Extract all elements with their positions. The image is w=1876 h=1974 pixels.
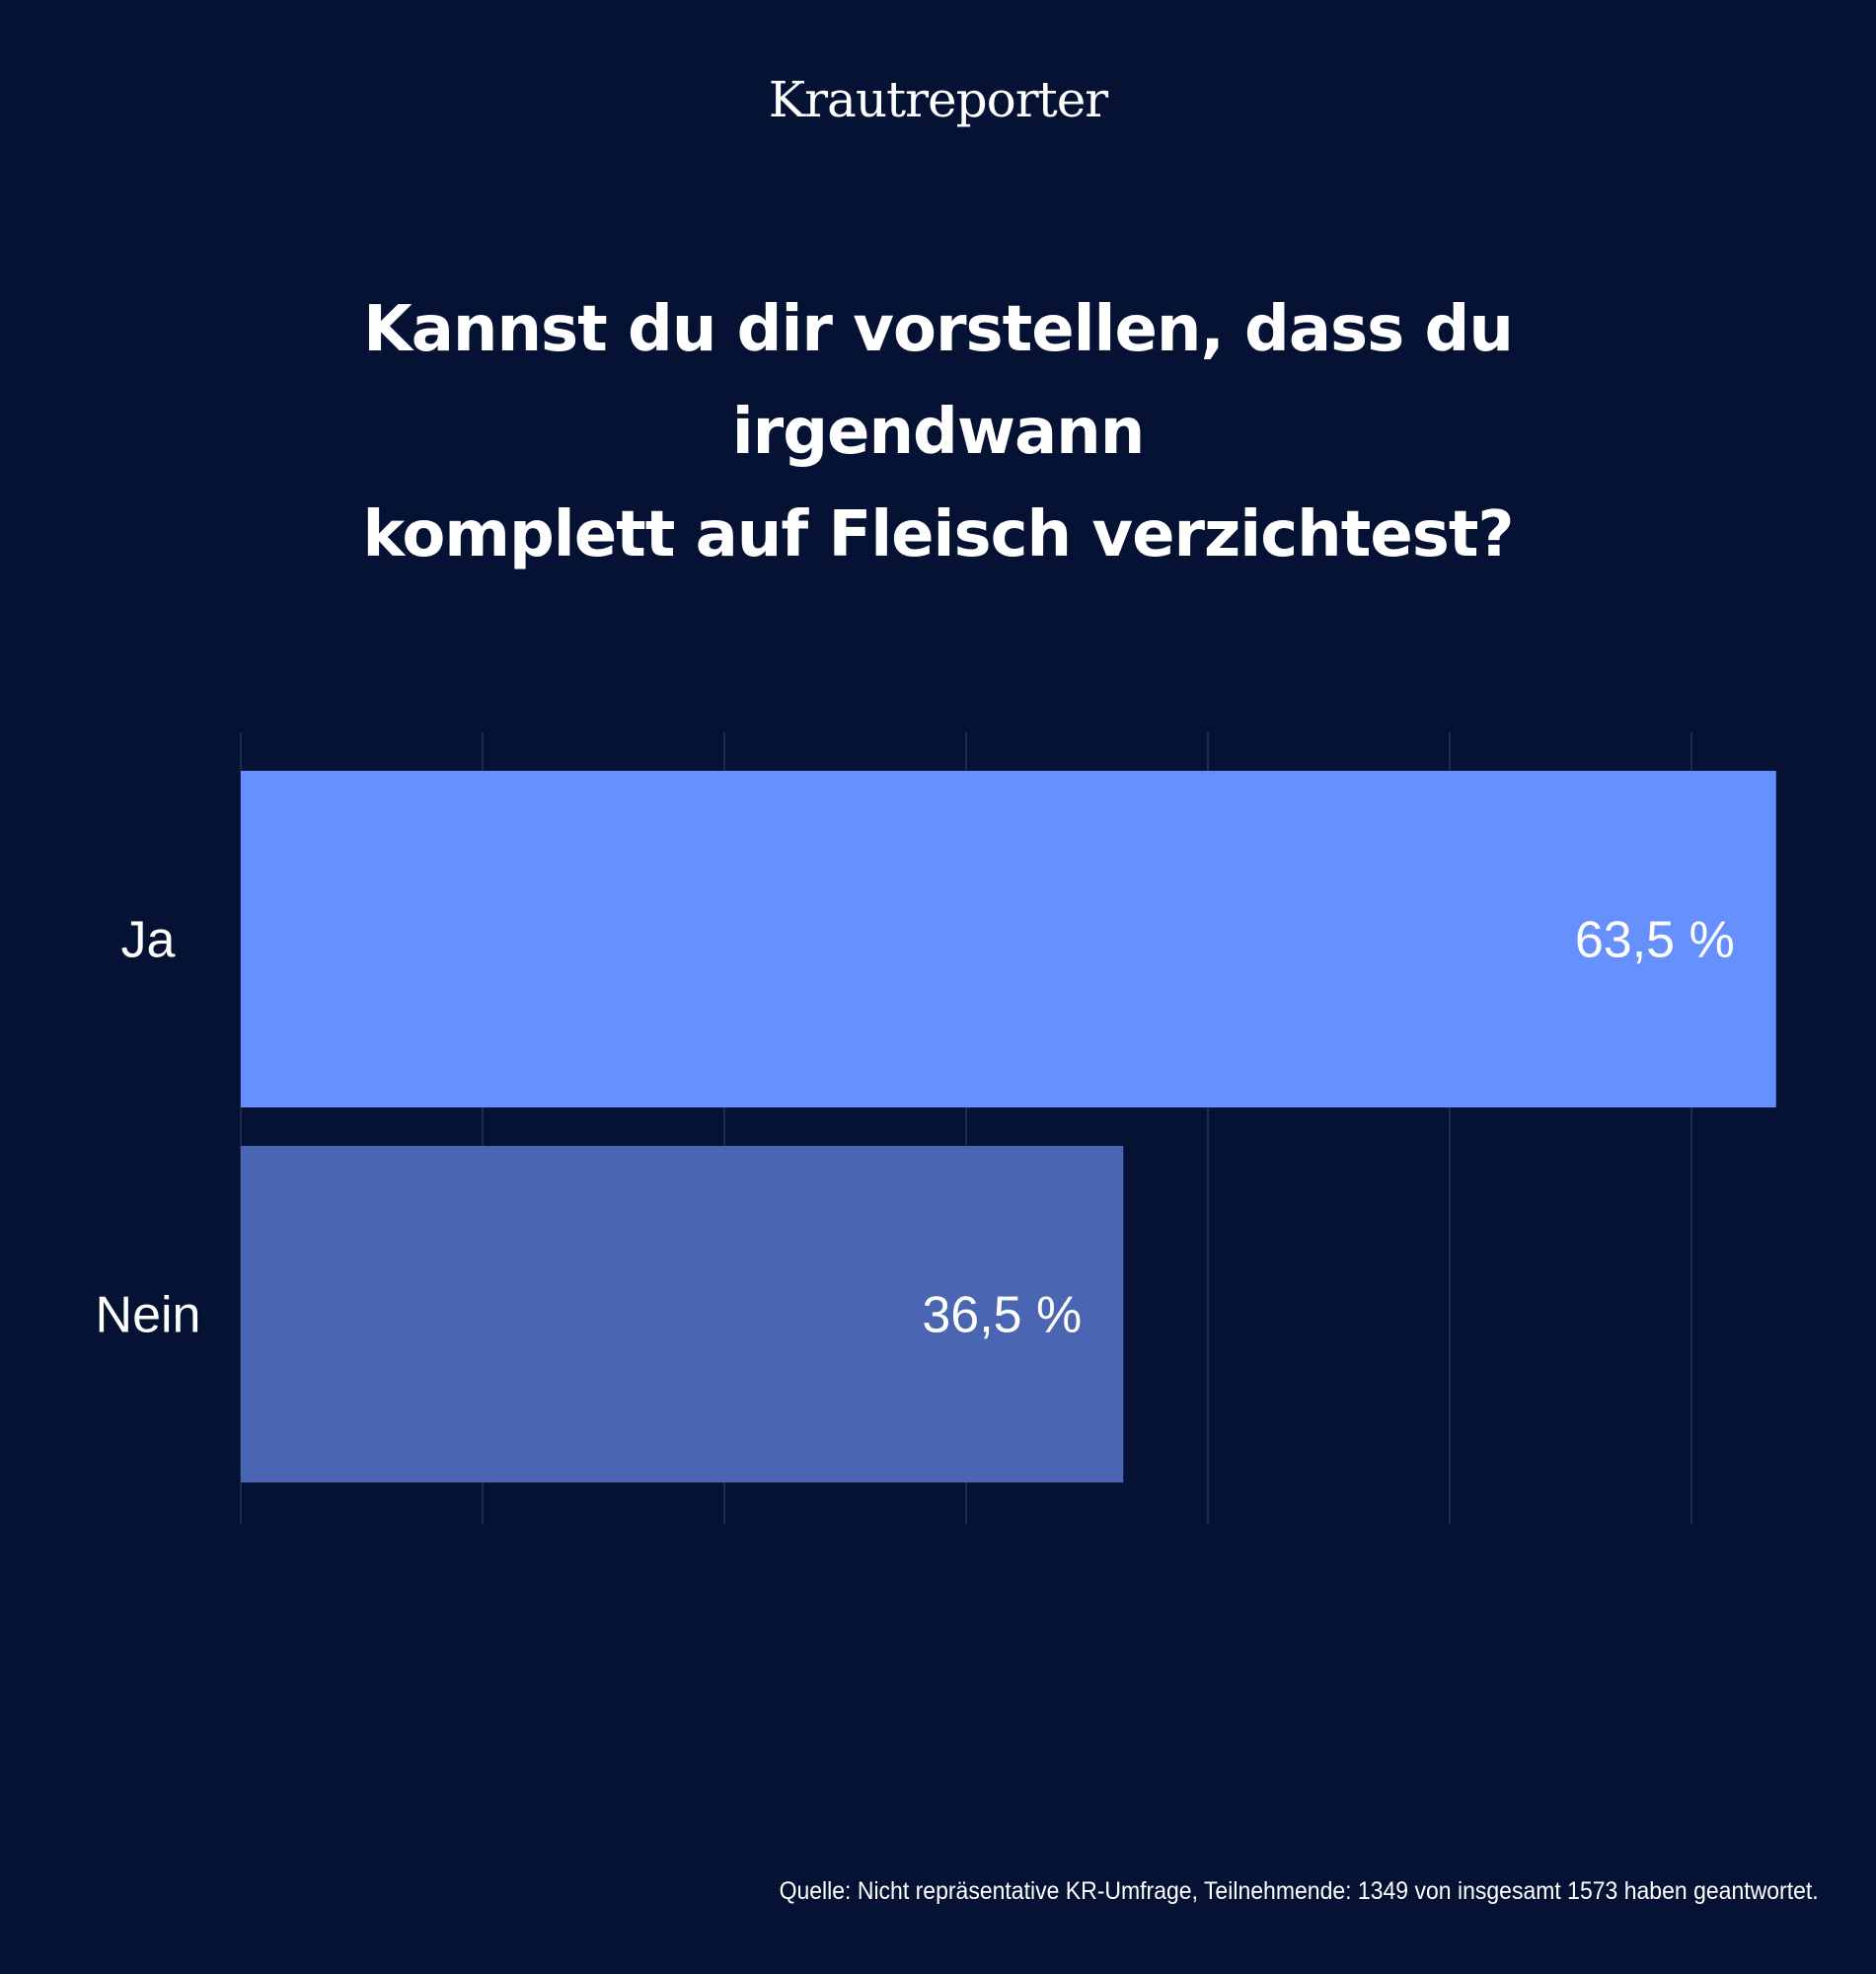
value-label-nein: 36,5 % bbox=[922, 1287, 1082, 1344]
brand-logo: Krautreporter bbox=[768, 71, 1108, 128]
value-label-ja: 63,5 % bbox=[1575, 912, 1735, 969]
category-label-ja: Ja bbox=[121, 912, 176, 969]
chart-title-line-2: komplett auf Fleisch verzichtest? bbox=[362, 498, 1514, 571]
chart-title-line-1: Kannst du dir vorstellen, dass du irgend… bbox=[363, 293, 1514, 469]
bars bbox=[241, 771, 1776, 1482]
category-label-nein: Nein bbox=[96, 1287, 201, 1344]
bar-nein bbox=[241, 1146, 1124, 1482]
chart-title: Kannst du dir vorstellen, dass du irgend… bbox=[148, 278, 1728, 586]
source-note: Quelle: Nicht repräsentative KR-Umfrage,… bbox=[779, 1877, 1819, 1905]
labels: Ja 63,5 % Nein 36,5 % bbox=[96, 912, 1735, 1344]
bar-ja bbox=[241, 771, 1776, 1107]
